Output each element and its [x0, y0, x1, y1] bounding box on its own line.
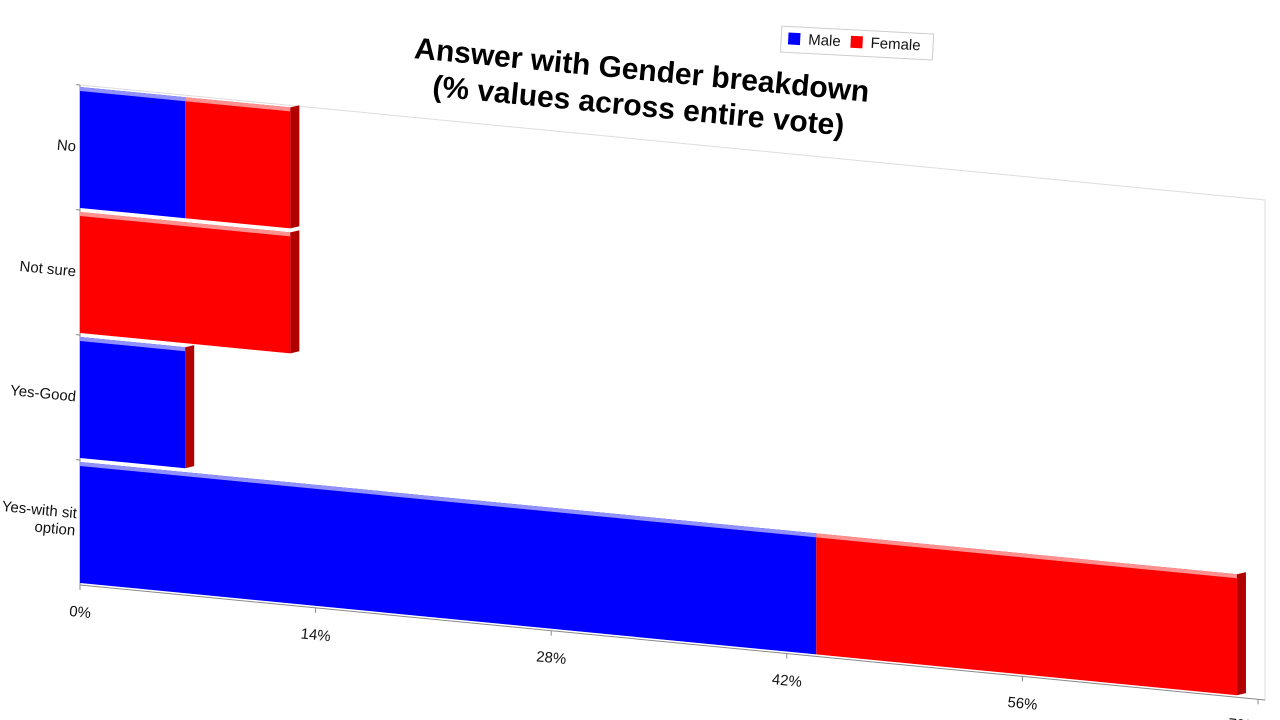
- plot-frame: [80, 84, 1266, 700]
- bar-top-edge: [80, 212, 291, 237]
- bar-segment: [816, 533, 1237, 696]
- bar-top-edge: [80, 87, 186, 102]
- bar-segment: [80, 462, 817, 655]
- bar-side: [290, 105, 300, 229]
- legend-swatch: [787, 32, 801, 46]
- x-tick-label: 42%: [771, 671, 803, 691]
- label-line: option: [34, 519, 76, 540]
- bar-top-edge: [80, 337, 186, 352]
- bar-segment: [80, 87, 186, 219]
- y-tick-label: No: [56, 137, 77, 156]
- x-tick-label: 70%: [1227, 715, 1259, 720]
- legend-label: Female: [870, 35, 921, 55]
- legend-label: Male: [808, 31, 841, 50]
- bar-top-edge: [816, 533, 1237, 579]
- x-tick-label: 14%: [300, 625, 332, 645]
- y-tick-label: Yes-Good: [9, 382, 76, 405]
- x-tick-label: 28%: [535, 648, 567, 668]
- bar-side: [290, 230, 300, 354]
- plot: [76, 84, 1266, 705]
- legend-swatch: [850, 35, 863, 49]
- bar-side: [1236, 572, 1246, 696]
- x-axis: [80, 584, 1265, 701]
- bar-top-edge: [185, 97, 291, 112]
- bar-segment: [80, 337, 186, 469]
- y-tick-label: Not sure: [19, 258, 77, 280]
- legend: Male Female: [780, 25, 935, 61]
- bar-segment: [80, 212, 291, 354]
- bar-side: [185, 345, 195, 469]
- x-tick-label: 0%: [68, 603, 91, 622]
- bar-segment: [185, 97, 291, 229]
- bar-top-edge: [80, 462, 817, 538]
- y-tick-label: Yes-with sitoption: [0, 498, 78, 539]
- x-tick-label: 56%: [1007, 694, 1039, 714]
